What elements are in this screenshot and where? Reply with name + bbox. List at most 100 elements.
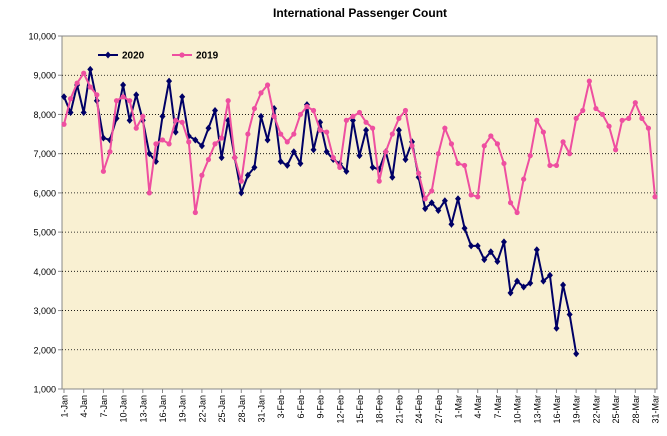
marker <box>514 277 521 285</box>
x-tick-label: 4-Jan <box>79 395 89 418</box>
marker <box>297 111 303 118</box>
marker <box>481 143 487 149</box>
marker <box>219 135 225 141</box>
marker <box>455 160 461 167</box>
marker <box>593 105 599 112</box>
marker <box>402 156 409 164</box>
marker <box>284 139 290 145</box>
marker <box>435 207 442 215</box>
marker <box>356 109 363 116</box>
y-tick-label: 1,000 <box>33 385 56 395</box>
y-tick-label: 8,000 <box>33 110 56 120</box>
marker <box>475 194 481 200</box>
x-tick-label: 10-Jan <box>119 395 129 423</box>
marker <box>127 98 133 104</box>
marker <box>645 125 652 131</box>
marker <box>606 123 612 129</box>
marker <box>258 90 264 96</box>
marker <box>120 81 127 89</box>
marker <box>540 129 546 135</box>
marker <box>61 93 67 101</box>
x-tick-label: 1-Jan <box>60 395 70 418</box>
marker <box>652 194 658 200</box>
marker <box>461 224 468 232</box>
x-tick-label: 31-Jan <box>257 395 267 423</box>
marker <box>133 91 140 99</box>
marker <box>349 116 356 124</box>
y-tick-label: 10,000 <box>28 32 56 42</box>
marker <box>500 238 507 246</box>
marker <box>212 107 219 115</box>
marker <box>277 158 284 166</box>
marker <box>337 164 343 170</box>
marker <box>291 131 297 137</box>
marker <box>310 107 317 114</box>
marker <box>278 131 284 137</box>
x-tick-label: 10-Mar <box>513 395 523 424</box>
marker <box>179 93 186 101</box>
marker <box>100 168 106 174</box>
marker <box>553 324 560 332</box>
x-tick-label: 1-Mar <box>454 395 464 419</box>
x-tick-label: 6-Feb <box>296 395 306 419</box>
x-tick-label: 31-Mar <box>651 395 661 424</box>
x-tick-label: 3-Feb <box>276 395 286 419</box>
legend-label: 2020 <box>122 51 145 62</box>
x-tick-label: 22-Mar <box>591 395 601 424</box>
marker <box>429 188 435 194</box>
marker <box>140 113 146 120</box>
marker <box>212 141 218 147</box>
marker <box>481 256 488 264</box>
marker <box>238 189 245 197</box>
x-tick-label: 25-Mar <box>611 395 621 424</box>
marker <box>199 172 205 178</box>
marker <box>586 78 592 84</box>
legend-marker <box>105 51 111 59</box>
marker <box>324 129 330 135</box>
marker <box>494 258 501 266</box>
marker <box>521 176 527 182</box>
marker <box>507 289 514 297</box>
marker <box>566 310 573 318</box>
marker <box>613 147 619 153</box>
marker <box>264 82 271 88</box>
marker <box>560 139 566 145</box>
marker <box>179 119 185 125</box>
y-tick-label: 3,000 <box>33 306 56 316</box>
legend-marker <box>179 52 185 58</box>
marker <box>370 125 376 131</box>
marker <box>527 153 533 159</box>
marker <box>198 142 205 150</box>
marker <box>153 141 159 147</box>
marker <box>389 131 395 137</box>
marker <box>251 163 258 171</box>
marker <box>192 209 198 216</box>
marker <box>343 167 350 175</box>
marker <box>173 117 179 123</box>
marker <box>67 108 74 116</box>
x-tick-label: 13-Jan <box>138 395 148 423</box>
y-tick-label: 9,000 <box>33 71 56 81</box>
x-tick-label: 28-Mar <box>631 395 641 424</box>
x-tick-label: 13-Mar <box>532 395 542 424</box>
marker <box>363 119 369 125</box>
x-tick-label: 22-Jan <box>197 395 207 423</box>
marker <box>553 162 560 169</box>
x-tick-label: 24-Feb <box>414 395 424 424</box>
marker <box>441 197 448 205</box>
marker <box>166 141 172 147</box>
marker <box>534 117 540 123</box>
marker <box>461 162 468 169</box>
marker <box>310 146 317 154</box>
x-tick-label: 9-Feb <box>316 395 326 419</box>
marker <box>474 242 481 250</box>
marker <box>126 116 133 124</box>
marker <box>369 163 376 171</box>
marker <box>389 173 396 181</box>
marker <box>409 143 415 149</box>
marker <box>626 115 632 121</box>
marker <box>245 131 251 137</box>
marker <box>455 195 461 203</box>
marker <box>317 127 323 133</box>
marker <box>350 113 356 120</box>
